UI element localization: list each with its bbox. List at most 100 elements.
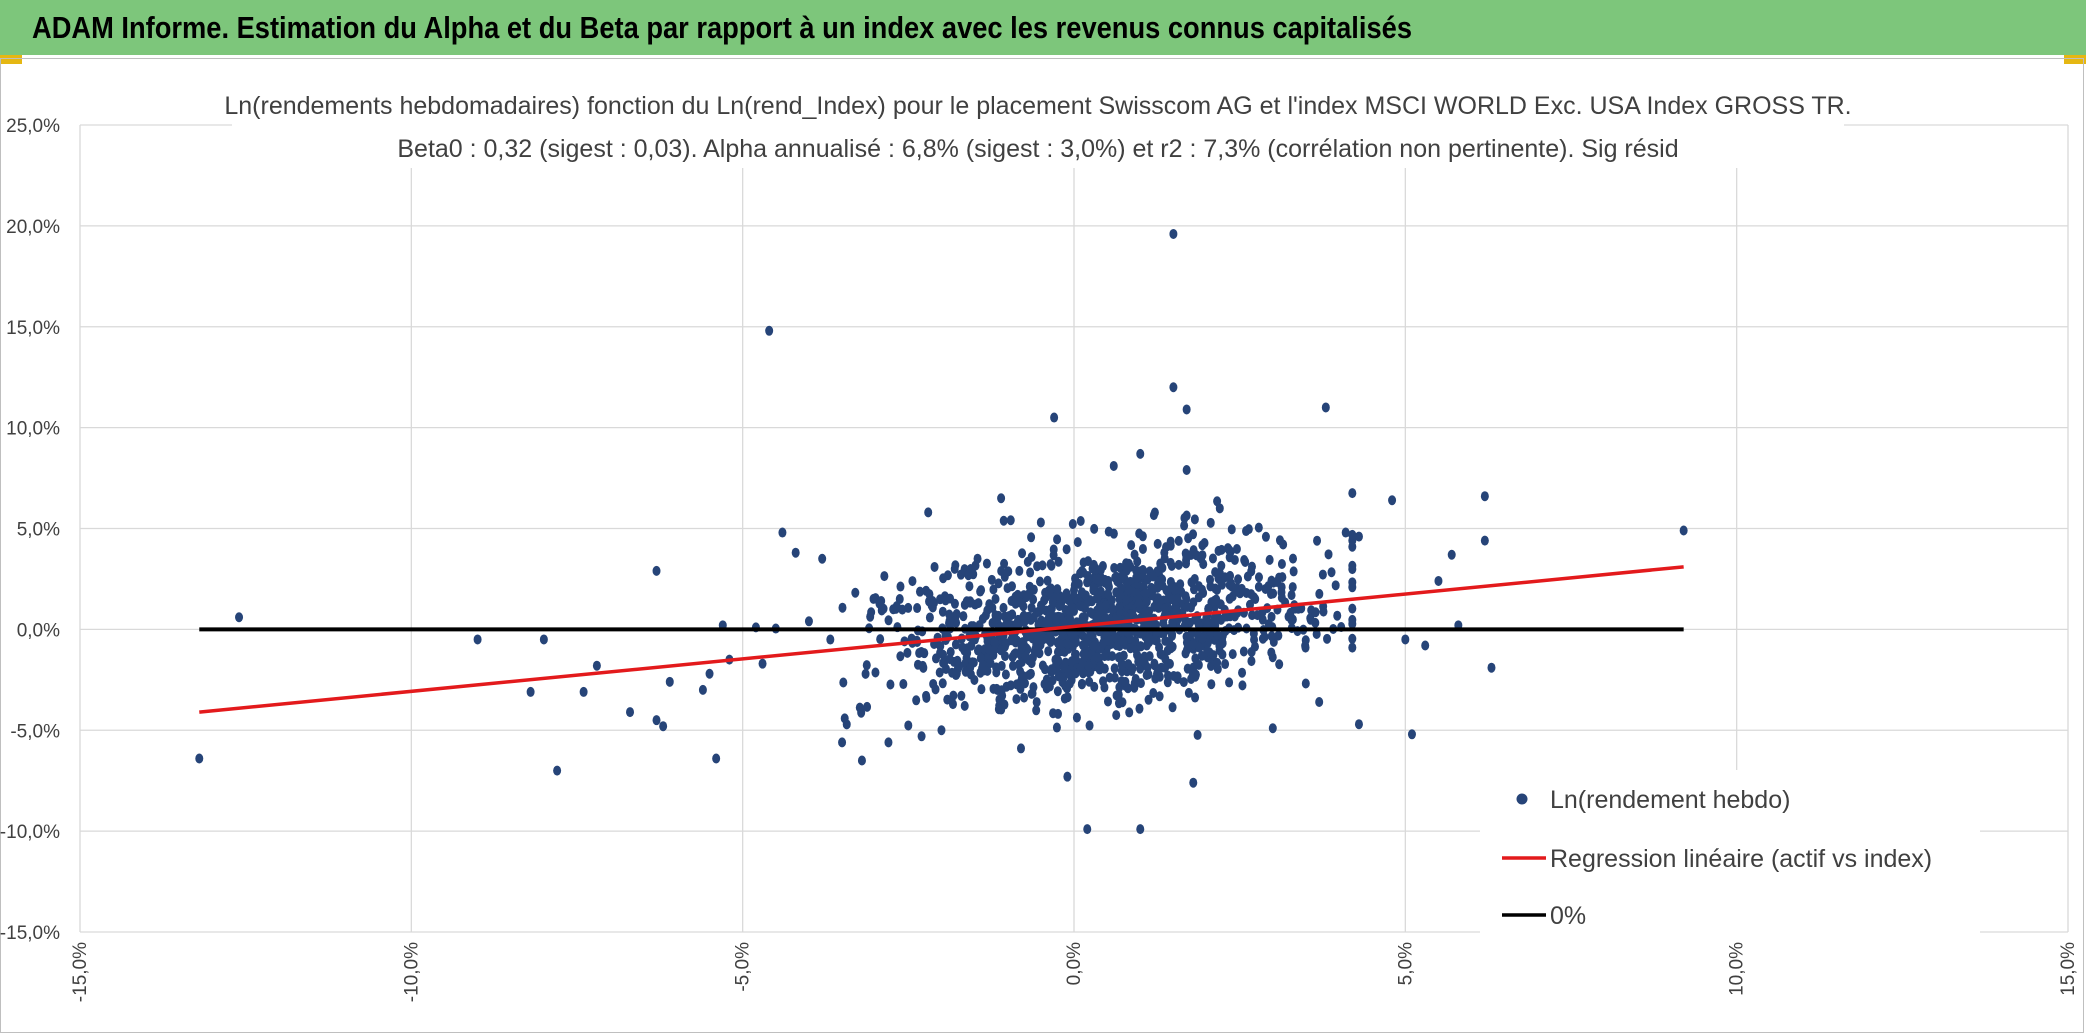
data-point <box>1027 552 1036 563</box>
data-point <box>1213 629 1222 640</box>
page-title: ADAM Informe. Estimation du Alpha et du … <box>32 9 1412 45</box>
data-point <box>1006 610 1015 621</box>
data-point <box>1071 573 1080 584</box>
data-point <box>1054 638 1063 649</box>
data-point <box>1103 696 1112 707</box>
data-point <box>1225 552 1234 563</box>
data-point <box>1323 633 1332 644</box>
data-point <box>838 737 847 748</box>
data-point <box>526 686 535 697</box>
x-tick-label: 0,0% <box>1064 942 1085 985</box>
chart-title: Ln(rendements hebdomadaires) fonction du… <box>224 88 1852 168</box>
data-point <box>1447 549 1456 560</box>
data-point <box>1341 527 1350 538</box>
data-point <box>1135 703 1144 714</box>
y-tick-label: 15,0% <box>6 318 60 339</box>
data-point <box>1186 602 1195 613</box>
data-point <box>778 527 787 538</box>
data-point <box>1149 687 1158 698</box>
data-point <box>1012 618 1021 629</box>
data-point <box>991 593 1000 604</box>
data-point <box>1006 515 1015 526</box>
data-point <box>1112 710 1121 721</box>
data-point <box>1354 719 1363 730</box>
regression-line <box>199 565 1684 714</box>
y-tick-label: 20,0% <box>6 217 60 238</box>
data-point <box>1169 228 1178 239</box>
data-point <box>1008 634 1017 645</box>
data-point <box>1261 531 1270 542</box>
data-point <box>1182 593 1191 604</box>
legend-label-zero: 0% <box>1550 902 1586 930</box>
data-point <box>1032 697 1041 708</box>
data-point <box>1199 559 1208 570</box>
data-point <box>1181 648 1190 659</box>
data-point <box>1017 638 1026 649</box>
data-point <box>1002 638 1011 649</box>
data-point <box>862 660 871 671</box>
data-point <box>1151 673 1160 684</box>
scatter-points <box>195 228 1688 835</box>
data-point <box>1242 526 1251 537</box>
data-point <box>1122 594 1131 605</box>
data-point <box>652 565 661 576</box>
x-tick-label: -10,0% <box>401 942 422 1002</box>
data-point <box>1331 580 1340 591</box>
data-point <box>1111 572 1120 583</box>
data-point <box>1225 593 1234 604</box>
data-point <box>1140 657 1149 668</box>
data-point <box>1027 658 1036 669</box>
data-point <box>1118 697 1127 708</box>
data-point <box>1191 692 1200 703</box>
data-point <box>1354 531 1363 542</box>
data-point <box>1040 595 1049 606</box>
data-point <box>938 606 947 617</box>
data-point <box>1225 544 1234 555</box>
data-point <box>1054 671 1063 682</box>
data-point <box>994 704 1003 715</box>
data-point <box>918 660 927 671</box>
data-point <box>1012 679 1021 690</box>
data-point <box>1008 660 1017 671</box>
header-banner: ADAM Informe. Estimation du Alpha et du … <box>0 0 2086 55</box>
x-tick-label: 10,0% <box>1727 942 1748 996</box>
data-point <box>1225 677 1234 688</box>
data-point <box>1240 555 1249 566</box>
data-point <box>939 573 948 584</box>
data-point <box>1116 590 1125 601</box>
data-point <box>1018 548 1027 559</box>
data-point <box>1150 658 1159 669</box>
data-point <box>1136 678 1145 689</box>
data-point <box>1053 534 1062 545</box>
data-point <box>1053 584 1062 595</box>
data-point <box>1208 553 1217 564</box>
data-point <box>1091 564 1100 575</box>
data-point <box>665 676 674 687</box>
data-point <box>1110 663 1119 674</box>
data-point <box>973 553 982 564</box>
data-point <box>1401 634 1410 645</box>
data-point <box>1254 522 1263 533</box>
data-point <box>967 640 976 651</box>
data-point <box>1206 574 1215 585</box>
data-point <box>1348 642 1357 653</box>
data-point <box>1348 560 1357 571</box>
data-point <box>999 515 1008 526</box>
data-point <box>473 634 482 645</box>
x-axis-tick-labels: -15,0% -10,0% -5,0% 0,0% 5,0% 10,0% 15,0% <box>70 942 2079 1002</box>
legend-marker-points <box>1516 793 1528 805</box>
data-point <box>1028 688 1037 699</box>
data-point <box>1108 604 1117 615</box>
data-point <box>1333 610 1342 621</box>
data-point <box>1348 618 1357 629</box>
data-point <box>1227 524 1236 535</box>
data-point <box>1315 588 1324 599</box>
data-point <box>539 634 548 645</box>
data-point <box>1016 666 1025 677</box>
data-point <box>915 586 924 597</box>
data-point <box>1218 649 1227 660</box>
data-point <box>1311 607 1320 618</box>
data-point <box>1158 580 1167 591</box>
data-point <box>1388 495 1397 506</box>
data-point <box>1062 588 1071 599</box>
